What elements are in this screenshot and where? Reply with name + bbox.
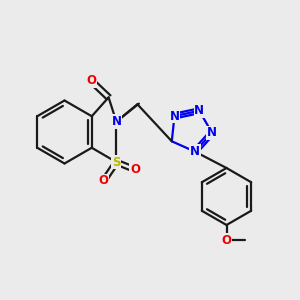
- Text: N: N: [111, 115, 122, 128]
- Text: N: N: [207, 126, 217, 139]
- Text: N: N: [194, 104, 204, 117]
- Text: S: S: [112, 156, 121, 169]
- Text: N: N: [169, 110, 179, 122]
- Text: O: O: [221, 233, 232, 247]
- Text: O: O: [86, 74, 96, 87]
- Text: O: O: [99, 174, 109, 187]
- Text: O: O: [130, 163, 140, 176]
- Text: N: N: [190, 145, 200, 158]
